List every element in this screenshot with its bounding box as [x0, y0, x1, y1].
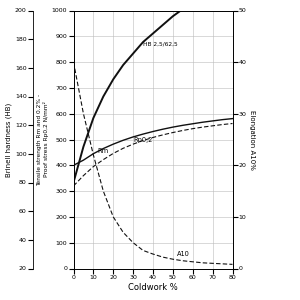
Text: Rm: Rm: [97, 148, 109, 154]
Y-axis label: Tensile strength Rm and 0.2% -
Proof stress Rp0,2 N/mm²: Tensile strength Rm and 0.2% - Proof str…: [37, 93, 49, 186]
X-axis label: Coldwork %: Coldwork %: [128, 283, 178, 292]
Text: HB 2,5/62,5: HB 2,5/62,5: [143, 41, 178, 46]
Text: Rp0,2: Rp0,2: [133, 137, 152, 143]
Y-axis label: Elongation A10%: Elongation A10%: [249, 110, 255, 170]
Text: A10: A10: [177, 251, 190, 257]
Y-axis label: Brinell hardness (HB): Brinell hardness (HB): [6, 102, 12, 177]
